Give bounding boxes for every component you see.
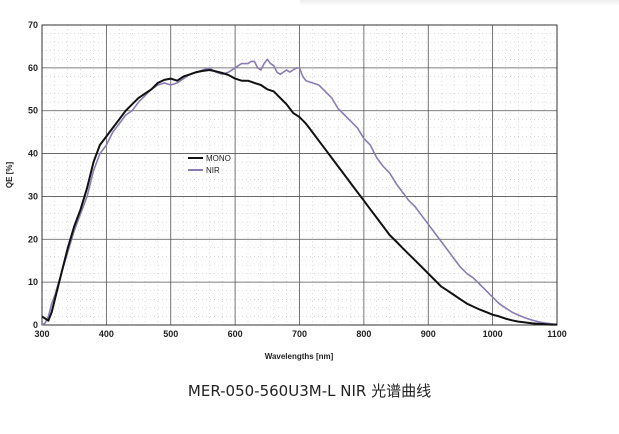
x-axis-ticks: 300 400 500 600 700 800 900 1000 1100 bbox=[34, 329, 566, 339]
x-tick-label: 300 bbox=[34, 329, 49, 339]
x-tick-label: 500 bbox=[163, 329, 178, 339]
y-axis-ticks: 0 10 20 30 40 50 60 70 bbox=[28, 20, 38, 330]
y-tick-label: 30 bbox=[28, 191, 38, 201]
series-line-mono bbox=[41, 69, 557, 326]
x-tick-label: 700 bbox=[292, 329, 307, 339]
legend: MONO NIR bbox=[188, 154, 231, 175]
x-tick-label: 1000 bbox=[483, 329, 503, 339]
y-tick-label: 10 bbox=[28, 277, 38, 287]
qe-spectral-chart: 300 400 500 600 700 800 900 1000 1100 0 10 20 30 40 5… bbox=[5, 20, 567, 361]
x-tick-label: 800 bbox=[356, 329, 371, 339]
y-tick-label: 40 bbox=[28, 149, 38, 159]
top-border-strip bbox=[300, 0, 619, 6]
x-tick-label: 400 bbox=[99, 329, 114, 339]
x-tick-label: 1100 bbox=[547, 329, 567, 339]
y-axis-title: QE [%] bbox=[5, 162, 14, 189]
x-tick-label: 900 bbox=[421, 329, 436, 339]
series-line-nir bbox=[41, 58, 558, 326]
y-tick-label: 50 bbox=[28, 106, 38, 116]
legend-label-mono: MONO bbox=[206, 154, 231, 163]
y-tick-label: 60 bbox=[28, 63, 38, 73]
x-axis-title: Wavelengths [nm] bbox=[265, 352, 334, 361]
figure-caption: MER-050-560U3M-L NIR 光谱曲线 bbox=[187, 382, 432, 400]
plot-frame bbox=[41, 24, 558, 326]
y-tick-label: 70 bbox=[28, 20, 38, 30]
x-tick-label: 600 bbox=[228, 329, 243, 339]
y-tick-label: 20 bbox=[28, 234, 38, 244]
legend-label-nir: NIR bbox=[206, 166, 220, 175]
series-layer bbox=[41, 58, 558, 326]
y-tick-label: 0 bbox=[33, 320, 38, 330]
